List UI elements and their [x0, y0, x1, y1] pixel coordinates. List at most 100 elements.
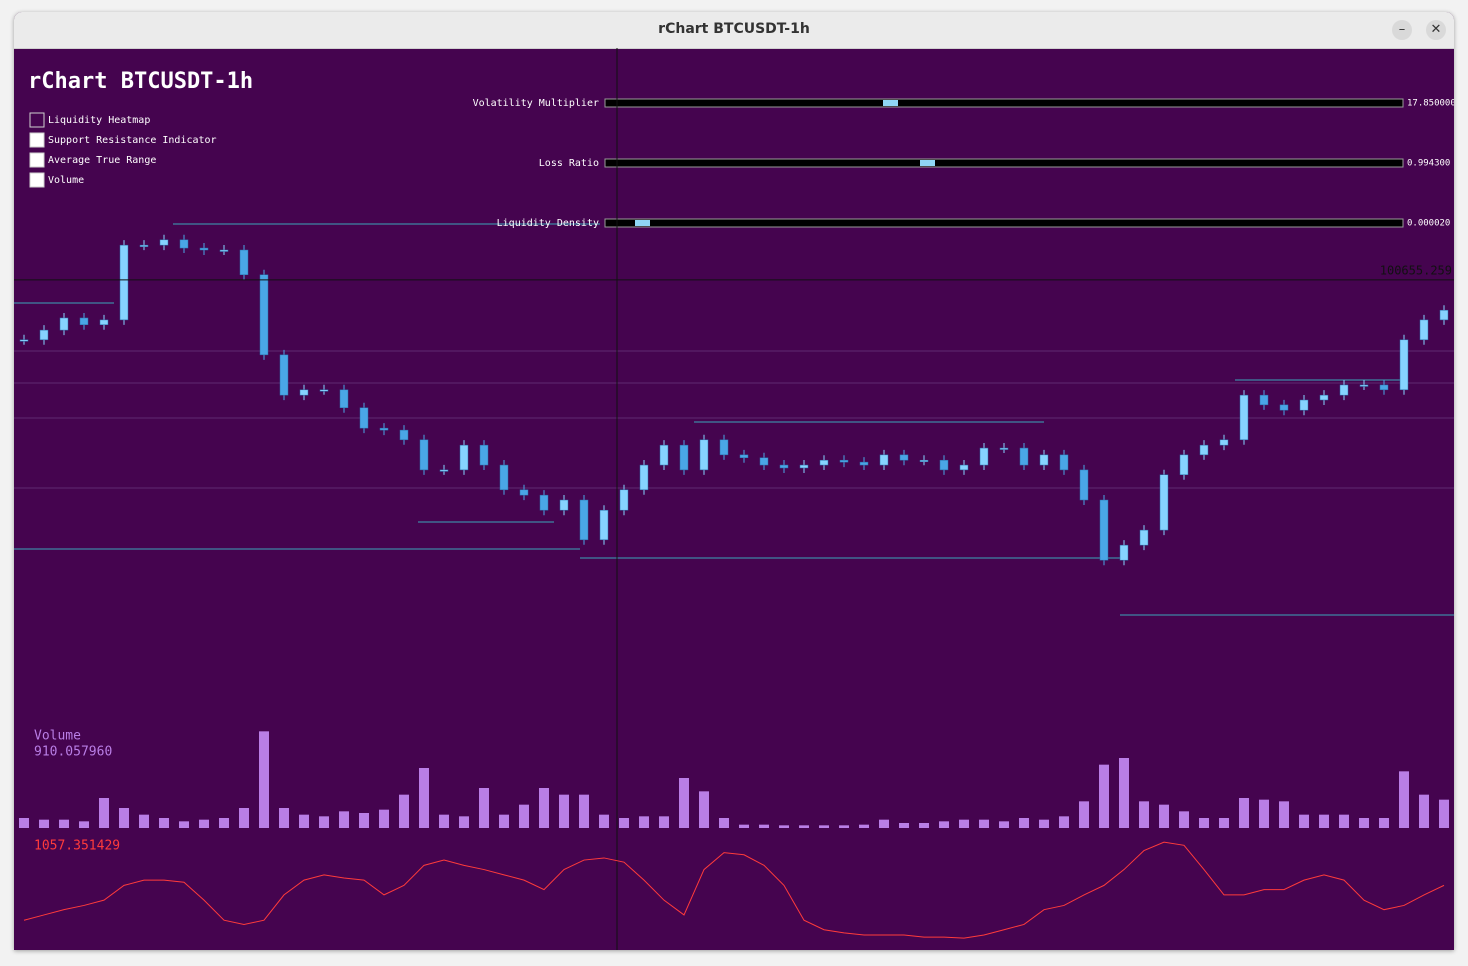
- volume-bar: [1399, 771, 1409, 828]
- candle-body: [899, 454, 909, 461]
- candle-body: [1079, 469, 1089, 501]
- candle-body: [359, 407, 369, 429]
- candle-body: [1259, 394, 1269, 406]
- crosshair-price-label: 100655.259: [1380, 263, 1452, 277]
- volume-bar: [1199, 818, 1209, 828]
- volume-bar: [779, 825, 789, 828]
- candle-body: [339, 389, 349, 409]
- close-button[interactable]: ✕: [1426, 20, 1446, 40]
- chart-canvas: rChart BTCUSDT-1h Liquidity Heatmap Suppo…: [14, 48, 1454, 950]
- candle-body: [659, 444, 669, 466]
- volume-bar: [599, 814, 609, 828]
- candle-body: [99, 319, 109, 326]
- candle-body: [319, 389, 329, 392]
- candle-body: [19, 339, 29, 342]
- slider-track[interactable]: [604, 98, 1404, 108]
- volume-bar: [1099, 764, 1109, 828]
- candle-body: [1039, 454, 1049, 466]
- candle-body: [1439, 309, 1449, 321]
- slider-value: 0.000020: [1407, 219, 1450, 229]
- window-title: rChart BTCUSDT-1h: [658, 21, 810, 37]
- title-bar: rChart BTCUSDT-1h – ✕: [14, 12, 1454, 49]
- volume-bar: [1119, 758, 1129, 828]
- slider-knob: [635, 220, 650, 226]
- volume-value: 910.057960: [34, 745, 112, 760]
- candle-body: [379, 427, 389, 431]
- candle-body: [719, 439, 729, 456]
- volume-bar: [199, 819, 209, 828]
- candle-body: [1159, 474, 1169, 531]
- minimize-button[interactable]: –: [1392, 20, 1412, 40]
- volume-bar: [1139, 801, 1149, 828]
- toggle-checkbox[interactable]: [29, 152, 45, 168]
- candle-body: [239, 249, 249, 276]
- candle-body: [439, 469, 449, 472]
- slider-value: 17.850000: [1407, 99, 1454, 109]
- volume-bar: [399, 794, 409, 828]
- candle-body: [499, 464, 509, 491]
- candle-body: [1319, 394, 1329, 401]
- candle-body: [199, 247, 209, 251]
- candle-body: [739, 454, 749, 459]
- volume-bar: [159, 818, 169, 828]
- slider-track[interactable]: [604, 218, 1404, 228]
- candle-body: [1399, 339, 1409, 391]
- candle-body: [259, 274, 269, 356]
- slider-track[interactable]: [604, 158, 1404, 168]
- volume-bar: [1079, 801, 1089, 828]
- candle-body: [759, 457, 769, 466]
- candle-body: [599, 509, 609, 541]
- volume-bar: [819, 825, 829, 828]
- toggle-label: Average True Range: [48, 155, 156, 166]
- volume-bar: [419, 768, 429, 828]
- candle-body: [159, 239, 169, 246]
- candle-body: [1119, 544, 1129, 561]
- volume-bar: [1179, 811, 1189, 828]
- volume-bar: [439, 814, 449, 828]
- volume-bar: [219, 818, 229, 828]
- volume-bar: [239, 808, 249, 828]
- volume-bar: [59, 819, 69, 828]
- candle-body: [1419, 319, 1429, 341]
- toggle-label: Liquidity Heatmap: [48, 115, 150, 126]
- volume-bar: [539, 788, 549, 828]
- volume-bar: [1259, 799, 1269, 828]
- volume-bar: [279, 808, 289, 828]
- atr-line: [23, 841, 1445, 939]
- candle-body: [939, 459, 949, 471]
- volume-bar: [1299, 814, 1309, 828]
- volume-bar: [299, 814, 309, 828]
- volume-bar: [559, 794, 569, 828]
- app-window: rChart BTCUSDT-1h – ✕ rChart BTCUSDT-1h …: [14, 12, 1454, 950]
- slider-label: Liquidity Density: [497, 218, 599, 229]
- candle-body: [1239, 394, 1249, 441]
- slider-value: 0.994300: [1407, 159, 1450, 169]
- toggle-checkbox[interactable]: [29, 172, 45, 188]
- candle-body: [539, 494, 549, 511]
- volume-bar: [1219, 818, 1229, 828]
- toggle-checkbox[interactable]: [29, 112, 45, 128]
- candle-body: [559, 499, 569, 511]
- candle-body: [519, 489, 529, 496]
- slider-knob: [920, 160, 935, 166]
- candle-body: [639, 464, 649, 491]
- volume-bar: [499, 814, 509, 828]
- volume-bar: [39, 819, 49, 828]
- candle-body: [1179, 454, 1189, 476]
- volume-bar: [579, 794, 589, 828]
- faint-levels: [14, 350, 1454, 489]
- candle-body: [799, 464, 809, 469]
- candle-body: [219, 249, 229, 252]
- volume-bar: [939, 821, 949, 828]
- volume-bar: [259, 731, 269, 828]
- toggle-checkbox[interactable]: [29, 132, 45, 148]
- volume-bar: [119, 808, 129, 828]
- volume-bar: [1379, 818, 1389, 828]
- candle-body: [1219, 439, 1229, 446]
- slider-label: Volatility Multiplier: [473, 98, 599, 109]
- volume-bar: [179, 821, 189, 828]
- candle-body: [459, 444, 469, 471]
- volume-bar: [1239, 798, 1249, 828]
- candle-body: [859, 461, 869, 466]
- volume-bar: [699, 791, 709, 828]
